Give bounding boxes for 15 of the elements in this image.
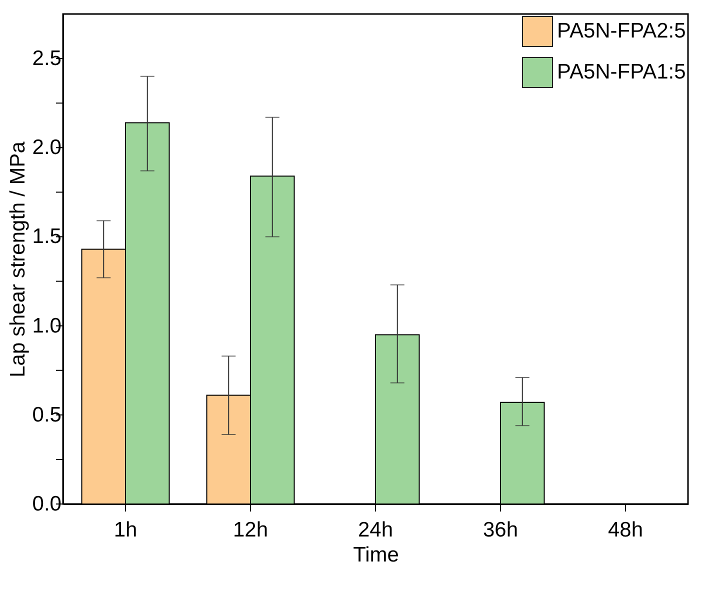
y-tick-label: 2.5 — [32, 47, 62, 70]
x-axis-title: Time — [353, 544, 399, 566]
x-tick-label: 12h — [232, 518, 268, 542]
x-tick-label: 24h — [358, 518, 394, 542]
y-tick-label: 0.5 — [32, 403, 62, 426]
x-tick-label: 48h — [608, 518, 644, 542]
y-axis-title: Lap shear strength / MPa — [6, 141, 30, 378]
legend-label: PA5N-FPA2:5 — [557, 20, 686, 42]
x-tick-label: 36h — [482, 518, 518, 542]
y-tick-label: 1.5 — [32, 225, 62, 248]
y-tick-label: 1.0 — [32, 314, 62, 338]
x-tick-label: 1h — [114, 518, 138, 542]
y-tick-label: 2.0 — [32, 136, 62, 160]
legend-label: PA5N-FPA1:5 — [557, 60, 686, 84]
y-tick-label: 0.0 — [32, 492, 62, 516]
